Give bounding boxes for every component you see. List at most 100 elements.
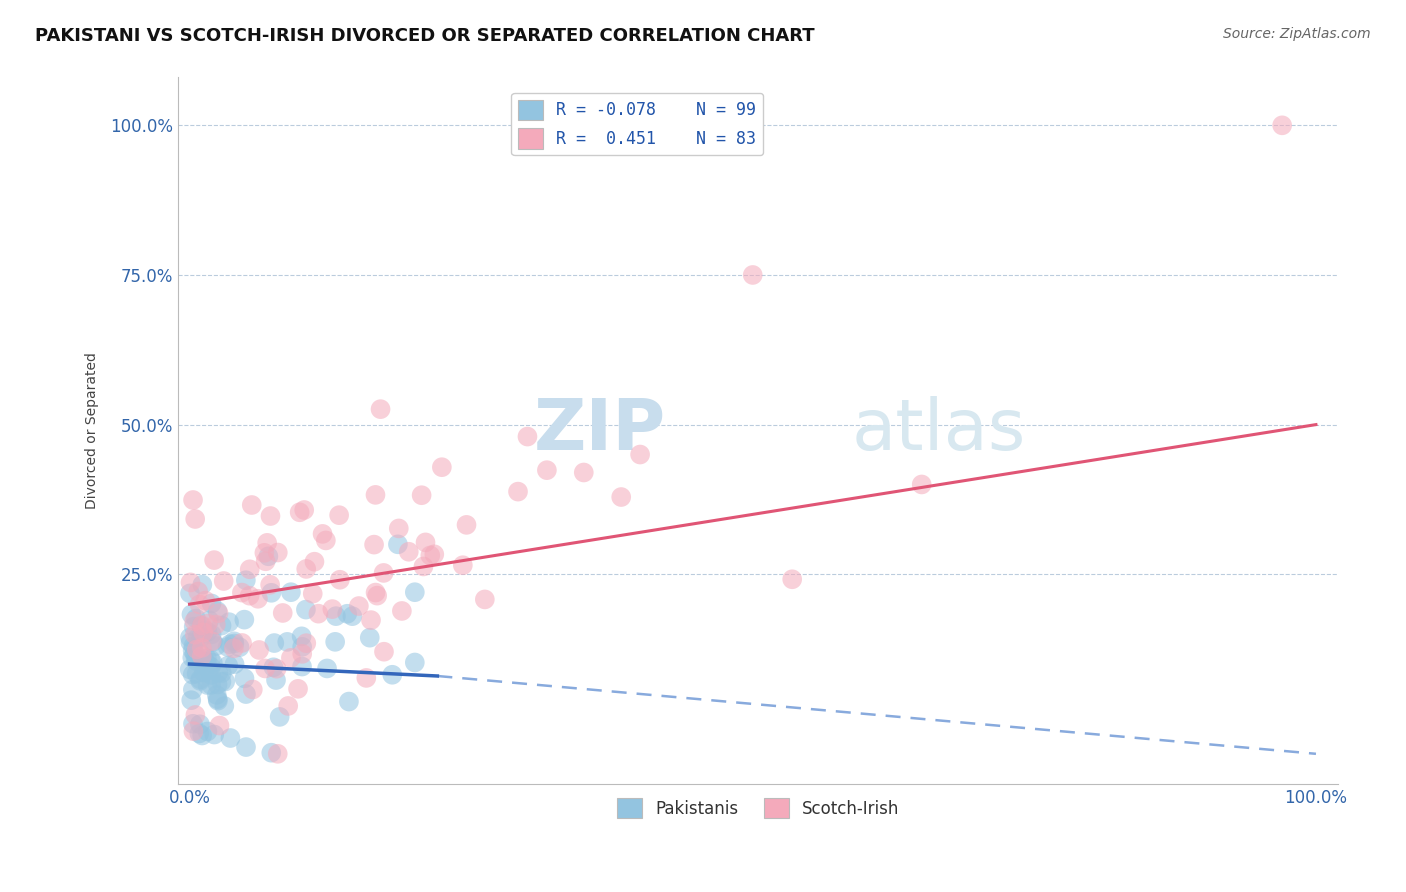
Point xyxy=(342,609,364,624)
Point xyxy=(214,698,236,713)
Point xyxy=(295,636,318,650)
Point xyxy=(260,746,283,760)
Point xyxy=(381,667,404,681)
Point xyxy=(202,727,225,741)
Point xyxy=(242,682,264,697)
Point xyxy=(256,536,278,550)
Point xyxy=(188,673,211,687)
Point xyxy=(183,614,205,628)
Point xyxy=(307,607,329,621)
Point xyxy=(179,586,201,600)
Point xyxy=(218,637,240,651)
Point xyxy=(183,620,205,634)
Point xyxy=(211,666,233,681)
Point xyxy=(191,618,214,632)
Point xyxy=(186,631,208,645)
Point xyxy=(304,555,326,569)
Point xyxy=(628,448,651,462)
Point xyxy=(194,655,217,669)
Point xyxy=(506,484,529,499)
Point xyxy=(183,647,205,661)
Point xyxy=(311,527,333,541)
Point xyxy=(207,606,229,620)
Point xyxy=(188,647,211,661)
Point xyxy=(184,651,207,665)
Point xyxy=(200,652,222,666)
Point xyxy=(183,724,205,739)
Point xyxy=(198,613,221,627)
Point xyxy=(204,617,226,632)
Point xyxy=(260,586,283,600)
Text: atlas: atlas xyxy=(851,396,1025,465)
Point xyxy=(201,634,224,648)
Point xyxy=(231,636,253,650)
Point xyxy=(239,562,262,576)
Point xyxy=(291,647,314,661)
Point xyxy=(186,654,208,668)
Point xyxy=(233,672,256,686)
Point xyxy=(280,585,302,599)
Point xyxy=(316,661,339,675)
Point xyxy=(287,681,309,696)
Point xyxy=(179,575,201,590)
Point xyxy=(181,650,204,665)
Point xyxy=(259,509,281,524)
Point xyxy=(217,658,239,673)
Point xyxy=(184,512,207,526)
Point xyxy=(208,718,231,732)
Point xyxy=(266,662,288,676)
Point xyxy=(291,659,314,673)
Point xyxy=(235,687,257,701)
Point xyxy=(191,640,214,655)
Point xyxy=(323,635,346,649)
Point xyxy=(211,618,233,632)
Point xyxy=(474,592,496,607)
Point xyxy=(191,577,214,591)
Point xyxy=(197,663,219,677)
Point xyxy=(246,591,269,606)
Point xyxy=(412,559,434,574)
Point xyxy=(183,639,205,653)
Point xyxy=(536,463,558,477)
Point xyxy=(360,613,382,627)
Point xyxy=(197,678,219,692)
Point xyxy=(271,606,294,620)
Point xyxy=(267,747,290,761)
Point xyxy=(194,624,217,638)
Point xyxy=(259,578,281,592)
Point xyxy=(181,643,204,657)
Point xyxy=(456,517,478,532)
Point xyxy=(200,668,222,682)
Point xyxy=(315,533,337,548)
Point xyxy=(419,549,441,563)
Point xyxy=(184,628,207,642)
Text: Source: ZipAtlas.com: Source: ZipAtlas.com xyxy=(1223,27,1371,41)
Point xyxy=(288,505,311,519)
Point xyxy=(191,649,214,664)
Point xyxy=(184,611,207,625)
Point xyxy=(423,547,446,561)
Point xyxy=(186,666,208,681)
Point xyxy=(224,657,246,672)
Point xyxy=(911,477,934,491)
Point xyxy=(197,724,219,739)
Point xyxy=(201,635,224,649)
Point xyxy=(364,585,387,599)
Point xyxy=(200,678,222,692)
Point xyxy=(359,631,381,645)
Point xyxy=(366,589,388,603)
Point xyxy=(207,604,229,618)
Point xyxy=(186,642,208,657)
Point xyxy=(200,660,222,674)
Point xyxy=(219,731,242,745)
Point xyxy=(181,682,204,697)
Point xyxy=(218,615,240,630)
Point xyxy=(247,643,270,657)
Legend: Pakistanis, Scotch-Irish: Pakistanis, Scotch-Irish xyxy=(610,791,905,825)
Point xyxy=(373,645,395,659)
Point xyxy=(222,641,245,656)
Point xyxy=(253,546,276,560)
Point xyxy=(301,587,323,601)
Point xyxy=(222,634,245,648)
Point xyxy=(197,624,219,639)
